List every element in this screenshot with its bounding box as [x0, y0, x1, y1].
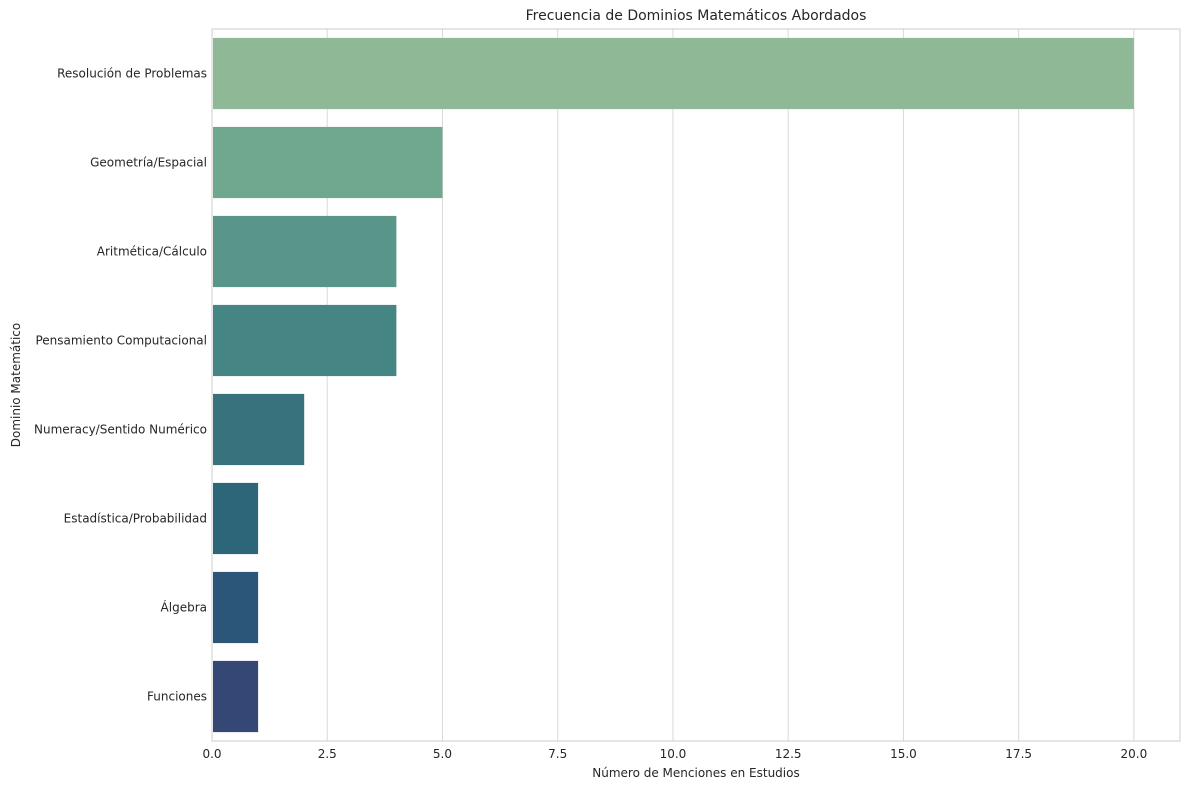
x-tick-label: 5.0: [433, 747, 452, 761]
y-tick-label: Numeracy/Sentido Numérico: [34, 423, 207, 437]
x-axis-label: Número de Menciones en Estudios: [592, 766, 799, 780]
y-axis-label: Dominio Matemático: [9, 323, 23, 448]
x-tick-label: 17.5: [1005, 747, 1032, 761]
bar: [213, 571, 259, 644]
x-tick-label: 12.5: [775, 747, 802, 761]
bar: [213, 393, 305, 466]
x-tick-label: 2.5: [318, 747, 337, 761]
chart-title: Frecuencia de Dominios Matemáticos Abord…: [526, 8, 867, 24]
y-tick-label: Álgebra: [161, 600, 207, 615]
bar: [213, 660, 259, 733]
y-tick-label: Funciones: [147, 690, 207, 704]
y-tick-label: Aritmética/Cálculo: [97, 245, 207, 259]
bar: [213, 37, 1134, 110]
y-tick-label: Pensamiento Computacional: [35, 334, 207, 348]
bar: [213, 304, 397, 377]
bars: [213, 37, 1134, 733]
x-tick-label: 10.0: [660, 747, 687, 761]
bar: [213, 126, 443, 199]
y-tick-label: Resolución de Problemas: [57, 67, 207, 81]
y-tick-label: Estadística/Probabilidad: [64, 512, 207, 526]
x-tick-label: 15.0: [890, 747, 917, 761]
bar: [213, 482, 259, 555]
plot-frame: [211, 28, 1181, 742]
x-tick-label: 7.5: [548, 747, 567, 761]
x-tick-label: 20.0: [1121, 747, 1148, 761]
x-tick-label: 0.0: [202, 747, 221, 761]
y-axis-ticks: Resolución de Problemas Geometría/Espacia…: [34, 67, 207, 704]
bar: [213, 215, 397, 288]
y-tick-label: Geometría/Espacial: [90, 156, 207, 170]
x-axis-ticks: 0.0 2.5 5.0 7.5 10.0 12.5 15.0 17.5 20.0: [202, 747, 1147, 761]
